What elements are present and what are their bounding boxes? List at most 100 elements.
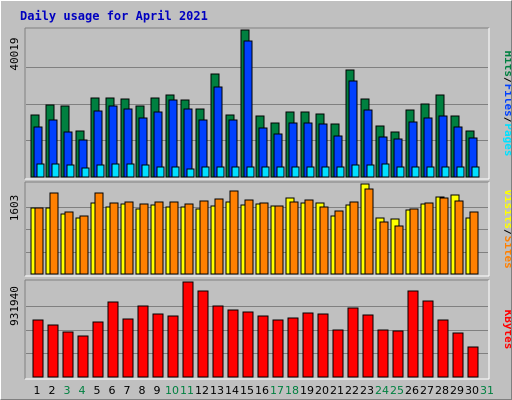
bar-files-15 [243, 40, 253, 178]
bar-pages-24 [381, 163, 390, 178]
x-tick-label-9: 9 [154, 384, 161, 397]
bar-kbytes-28 [437, 319, 449, 378]
legend-separator: / [502, 117, 512, 124]
bar-sites-24 [379, 221, 389, 275]
bar-kbytes-30 [467, 346, 479, 378]
bar-pages-12 [201, 166, 210, 178]
bar-sites-28 [439, 197, 449, 275]
legend-item-pages: Pages [502, 123, 512, 156]
bar-pages-26 [411, 166, 420, 178]
y-max-label: 1603 [8, 195, 21, 222]
bar-kbytes-8 [137, 305, 149, 378]
bar-kbytes-24 [377, 329, 389, 378]
bar-pages-28 [441, 166, 450, 178]
bar-files-13 [213, 86, 223, 178]
bar-pages-3 [66, 164, 75, 178]
x-tick-label-30: 30 [465, 384, 479, 397]
bar-kbytes-14 [227, 309, 239, 378]
bar-pages-8 [141, 164, 150, 178]
legend-kbytes: KBytes [502, 310, 512, 350]
chart-panels: 40019Hits/Files/Pages1603Visits/Sites931… [8, 27, 512, 380]
x-tick-label-23: 23 [360, 384, 374, 397]
x-tick-label-5: 5 [94, 384, 101, 397]
x-tick-label-18: 18 [285, 384, 299, 397]
bar-pages-4 [81, 167, 90, 178]
bar-sites-10 [169, 201, 179, 275]
bar-sites-15 [244, 199, 254, 275]
bar-pages-25 [396, 166, 405, 178]
x-tick-label-26: 26 [405, 384, 419, 397]
legend-item-hits: Hits [502, 51, 512, 78]
bar-pages-29 [456, 166, 465, 178]
bar-sites-9 [154, 201, 164, 275]
legend-item-visits: Visits [502, 189, 512, 229]
bar-pages-10 [171, 166, 180, 178]
bar-kbytes-9 [152, 313, 164, 378]
chart-title: Daily usage for April 2021 [20, 9, 208, 23]
x-tick-label-14: 14 [225, 384, 239, 397]
x-tick-label-11: 11 [180, 384, 194, 397]
x-tick-label-1: 1 [34, 384, 41, 397]
bar-kbytes-10 [167, 315, 179, 378]
bar-kbytes-4 [77, 335, 89, 378]
bar-pages-30 [471, 166, 480, 178]
bar-files-22 [348, 80, 358, 178]
legend-item-files: Files [502, 84, 512, 117]
bar-pages-14 [231, 166, 240, 178]
bar-sites-3 [64, 211, 74, 275]
x-tick-label-12: 12 [195, 384, 209, 397]
bar-pages-15 [246, 166, 255, 178]
legend-item-sites: Sites [502, 236, 512, 269]
bar-kbytes-16 [257, 315, 269, 378]
bar-sites-17 [274, 205, 284, 275]
bar-sites-6 [109, 202, 119, 275]
x-tick-label-4: 4 [79, 384, 86, 397]
bar-kbytes-29 [452, 332, 464, 378]
x-tick-label-6: 6 [109, 384, 116, 397]
panel-kbytes: 931940 KBytes [8, 279, 512, 380]
bar-kbytes-25 [392, 330, 404, 378]
bar-sites-8 [139, 203, 149, 275]
bar-kbytes-2 [47, 324, 59, 378]
bar-pages-7 [126, 163, 135, 178]
bar-sites-21 [334, 210, 344, 275]
x-tick-label-31: 31 [480, 384, 494, 397]
bar-kbytes-5 [92, 321, 104, 378]
bar-sites-7 [124, 201, 134, 275]
x-tick-label-29: 29 [450, 384, 464, 397]
bar-sites-22 [349, 201, 359, 275]
bar-kbytes-26 [407, 290, 419, 378]
bar-kbytes-23 [362, 314, 374, 378]
x-tick-label-2: 2 [49, 384, 56, 397]
bar-kbytes-20 [317, 313, 329, 378]
bar-kbytes-18 [287, 317, 299, 378]
x-tick-label-10: 10 [165, 384, 179, 397]
x-tick-label-3: 3 [64, 384, 71, 397]
x-tick-label-25: 25 [390, 384, 404, 397]
bar-kbytes-15 [242, 311, 254, 378]
bar-kbytes-13 [212, 305, 224, 378]
bar-kbytes-22 [347, 307, 359, 378]
bar-kbytes-6 [107, 301, 119, 378]
panel-visits-sites: 1603 Visits/Sites [8, 181, 512, 277]
bar-pages-13 [216, 166, 225, 178]
x-tick-label-16: 16 [255, 384, 269, 397]
x-tick-label-15: 15 [240, 384, 254, 397]
bar-sites-18 [289, 201, 299, 275]
bar-kbytes-12 [197, 290, 209, 378]
x-tick-label-20: 20 [315, 384, 329, 397]
bar-kbytes-19 [302, 312, 314, 378]
bar-pages-6 [111, 163, 120, 178]
bar-pages-19 [306, 166, 315, 178]
x-tick-label-27: 27 [420, 384, 434, 397]
bar-pages-23 [366, 164, 375, 178]
bar-sites-13 [214, 198, 224, 275]
x-tick-label-13: 13 [210, 384, 224, 397]
x-tick-label-17: 17 [270, 384, 284, 397]
bar-pages-1 [36, 163, 45, 178]
bar-kbytes-27 [422, 300, 434, 378]
bar-pages-2 [51, 163, 60, 178]
